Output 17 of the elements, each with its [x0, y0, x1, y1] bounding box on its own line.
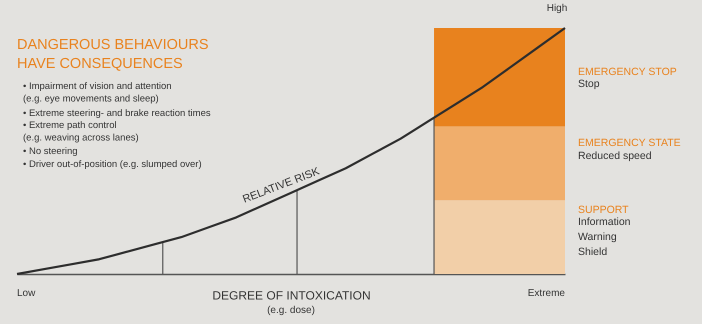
text: Information Warning Shield [578, 216, 631, 258]
band-label: SUPPORT [578, 204, 630, 216]
annotation: • Driver out-of-position (e.g. slumped over) [23, 159, 202, 170]
text: Stop [578, 78, 600, 90]
text: High [546, 3, 568, 14]
annotation: • Extreme path control (e.g. weaving across lanes) [23, 120, 139, 144]
annotation: • No steering [23, 146, 78, 157]
text: Extreme [528, 288, 566, 299]
band-label: EMERGENCY STATE [578, 137, 681, 149]
text: (e.g. dose) [267, 305, 315, 316]
text: Low [17, 288, 36, 299]
annotation: • Impairment of vision and attention (e.g. eye movements and sleep) [23, 81, 172, 104]
text: Reduced speed [578, 150, 652, 162]
x-axis-title: DEGREE OF INTOXICATION [212, 288, 371, 302]
annotation: • Extreme steering- and brake reaction times [23, 108, 211, 119]
text: DANGEROUS BEHAVIOURS HAVE CONSEQUENCES [17, 37, 208, 72]
band-label: EMERGENCY STOP [578, 66, 677, 78]
